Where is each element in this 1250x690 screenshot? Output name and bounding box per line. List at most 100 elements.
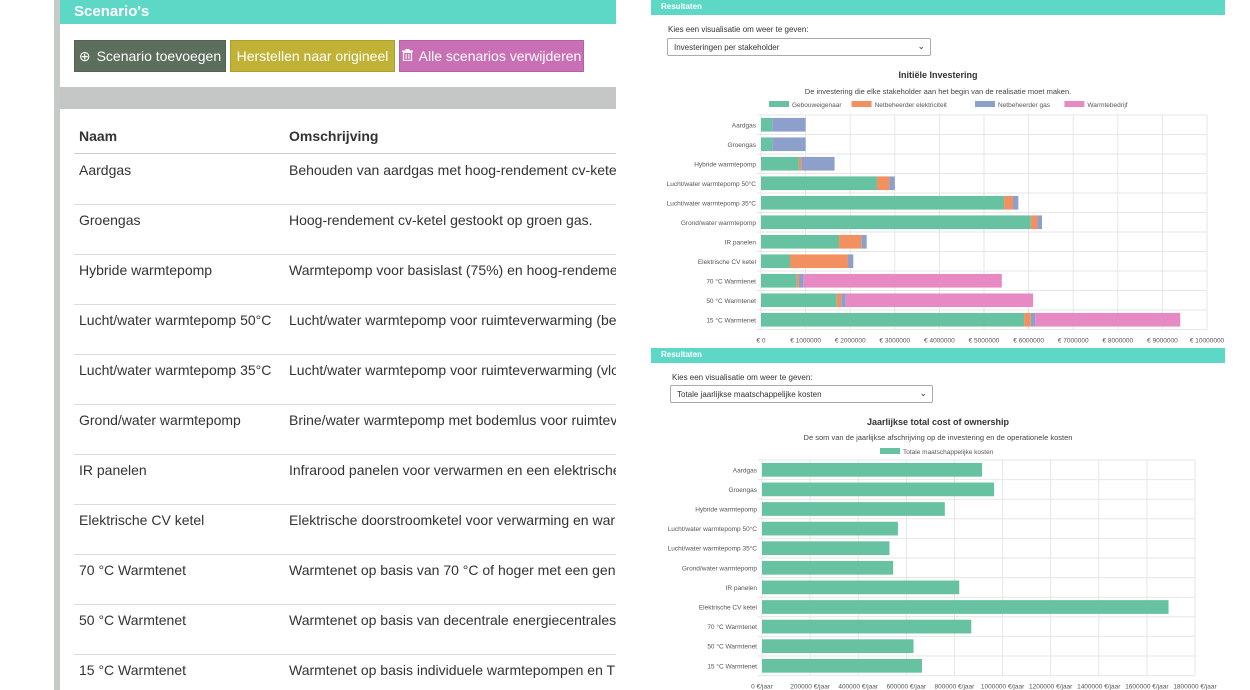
x-tick-label: € 5000000 — [969, 338, 1000, 345]
scenarios-title: Scenario's — [74, 3, 150, 20]
bar-segment — [1037, 215, 1042, 230]
delete-all-scenarios-label: Alle scenarios verwijderen — [418, 48, 582, 64]
bar-segment — [836, 293, 842, 308]
y-category-label: 15 °C Warmtenet — [706, 316, 756, 324]
chart1-subtitle: De investering die elke stakeholder aan … — [804, 87, 1072, 96]
y-category-label: Lucht/water warmtepomp 50°C — [668, 525, 758, 533]
bar-segment — [762, 619, 972, 634]
table-row[interactable]: Lucht/water warmtepomp 50°C Lucht/water w… — [74, 304, 616, 355]
legend-label: Netbeheerder elektriciteit — [875, 102, 947, 109]
x-tick-label: 200000 €/jaar — [790, 684, 831, 690]
scenario-name: 50 °C Warmtenet — [79, 612, 187, 628]
y-category-label: 15 °C Warmtenet — [707, 662, 757, 670]
bar-segment — [772, 117, 806, 132]
bar-segment — [772, 137, 806, 152]
tco-chart: Totale maatschappelijke kosten 0 €/jaar 20… — [668, 448, 1218, 690]
bar-segment — [761, 117, 773, 132]
bar-segment — [761, 215, 1031, 230]
table-row[interactable]: 15 °C Warmtenet Warmtenet op basis indivi… — [74, 654, 616, 690]
table-row[interactable]: 70 °C Warmtenet Warmtenet op basis van 70… — [74, 554, 616, 605]
visualization-select-label-1: Kies een visualisatie om weer te geven: — [668, 25, 809, 34]
bar-segment — [789, 254, 848, 269]
visualization-select-value-1: Investeringen per stakeholder — [674, 43, 780, 52]
bar-segment — [839, 234, 862, 249]
scenario-description: Lucht/water warmtepomp voor ruimteverwar… — [289, 362, 616, 378]
bar-segment — [762, 580, 960, 595]
table-row[interactable]: Hybride warmtepomp Warmtepomp voor basisl… — [74, 254, 616, 305]
y-category-label: 50 °C Warmtenet — [706, 297, 756, 305]
x-tick-label: 1400000 €/jaar — [1077, 684, 1121, 690]
table-row[interactable]: Lucht/water warmtepomp 35°C Lucht/water w… — [74, 354, 616, 405]
bar-segment — [762, 462, 983, 477]
scenario-name: 15 °C Warmtenet — [79, 662, 187, 678]
visualization-select-value-2: Totale jaarlijkse maatschappelijke koste… — [677, 390, 822, 399]
legend-label: Warmtebedrijf — [1087, 102, 1127, 109]
add-scenario-button[interactable]: ⊕ Scenario toevoegen — [74, 40, 226, 72]
add-scenario-label: Scenario toevoegen — [96, 48, 222, 64]
legend-swatch — [880, 448, 900, 454]
scenario-description: Warmtenet op basis van decentrale energi… — [289, 612, 616, 628]
visualization-select-1[interactable]: Investeringen per stakeholder ⌄ — [667, 38, 931, 56]
reset-original-button[interactable]: Herstellen naar origineel — [230, 40, 395, 72]
x-tick-label: € 6000000 — [1013, 338, 1044, 345]
chart2-title: Jaarlijkse total cost of ownership — [866, 417, 1010, 427]
scenario-description: Hoog-rendement cv-ketel gestookt op groe… — [289, 212, 593, 228]
y-category-label: Aardgas — [732, 122, 757, 129]
table-row[interactable]: Aardgas Behouden van aardgas met hoog-ren… — [74, 154, 616, 205]
bar-segment — [845, 293, 1034, 308]
bar-segment — [1030, 215, 1038, 230]
bar-segment — [876, 176, 890, 191]
scenario-name: Hybride warmtepomp — [79, 262, 213, 278]
scenario-name: Aardgas — [79, 162, 132, 178]
x-tick-label: € 4000000 — [924, 338, 955, 345]
trash-icon — [401, 48, 413, 64]
scenario-description: Brine/water warmtepomp met bodemlus voor… — [289, 412, 616, 428]
scenarios-header: Scenario's — [60, 0, 616, 24]
visualization-select-2[interactable]: Totale jaarlijkse maatschappelijke koste… — [670, 385, 933, 403]
bar-segment — [847, 254, 854, 269]
table-row[interactable]: Elektrische CV ketel Elektrische doorstro… — [74, 504, 616, 555]
bar-segment — [761, 176, 877, 191]
y-category-label: Grond/water warmtepomp — [682, 565, 758, 572]
bar-segment — [762, 658, 922, 673]
bar-segment — [1024, 312, 1031, 327]
y-category-label: IR panelen — [725, 239, 757, 246]
bar-segment — [761, 137, 773, 152]
legend-swatch — [1064, 101, 1085, 107]
scenarios-panel: Scenario's ⊕ Scenario toevoegen Herstell… — [0, 0, 616, 690]
x-tick-label: 1200000 €/jaar — [1029, 684, 1073, 690]
table-row[interactable]: IR panelen Infrarood panelen voor verwarm… — [74, 454, 616, 505]
scenario-description: Warmtenet op basis van 70 °C of hoger me… — [289, 562, 616, 578]
scenario-name: 70 °C Warmtenet — [79, 562, 187, 578]
y-category-label: Grond/water warmtepomp — [681, 220, 757, 227]
bar-segment — [762, 639, 914, 654]
legend-label: Totale maatschappelijke kosten — [903, 449, 994, 456]
header-divider — [74, 153, 616, 154]
x-tick-label: 800000 €/jaar — [935, 684, 976, 690]
y-category-label: Hybride warmtepomp — [694, 161, 756, 168]
x-tick-label: 600000 €/jaar — [886, 684, 927, 690]
table-row[interactable]: Groengas Hoog-rendement cv-ketel gestookt… — [74, 204, 616, 255]
y-category-label: Lucht/water warmtepomp 35°C — [667, 199, 757, 207]
x-tick-label: 1000000 €/jaar — [981, 684, 1025, 690]
results-header-1: Resultaten — [651, 0, 1225, 15]
x-tick-label: 400000 €/jaar — [838, 684, 879, 690]
y-category-label: Aardgas — [733, 467, 758, 474]
y-category-label: Lucht/water warmtepomp 50°C — [667, 180, 757, 188]
table-row[interactable]: Grond/water warmtepomp Brine/water warmte… — [74, 404, 616, 455]
delete-all-scenarios-button[interactable]: Alle scenarios verwijderen — [399, 40, 584, 72]
legend-swatch — [975, 101, 995, 107]
bar-segment — [761, 254, 790, 269]
bar-segment — [762, 502, 945, 516]
x-tick-label: € 0 — [756, 338, 765, 345]
investment-chart: Gebouweigenaar Netbeheerder elektriciteit… — [667, 101, 1225, 345]
scenario-description: Warmtenet op basis individuele warmtepom… — [289, 662, 616, 678]
results-title-1: Resultaten — [661, 2, 702, 11]
table-row[interactable]: 50 °C Warmtenet Warmtenet op basis van de… — [74, 604, 616, 655]
visualization-select-label-2: Kies een visualisatie om weer te geven: — [672, 373, 813, 382]
y-category-label: Elektrische CV ketel — [698, 259, 757, 266]
chart2-subtitle: De som van de jaarlijkse afschrijving op… — [803, 433, 1073, 442]
x-tick-label: € 3000000 — [879, 338, 910, 345]
scenario-name: Groengas — [79, 212, 141, 228]
y-category-label: Elektrische CV ketel — [699, 605, 758, 612]
